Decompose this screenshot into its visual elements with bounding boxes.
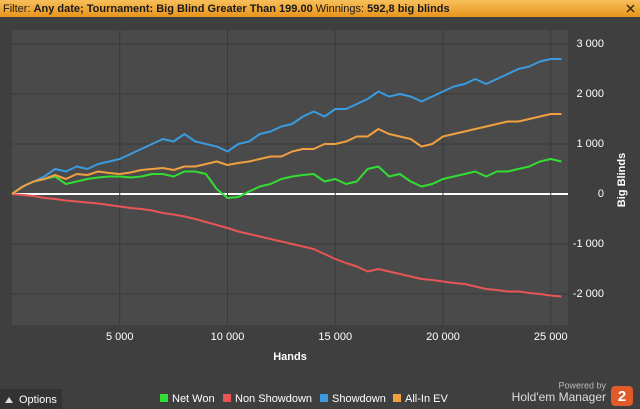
close-button[interactable]	[626, 4, 635, 13]
x-tick-label: 5 000	[106, 331, 134, 343]
filter-value: Any date; Tournament: Big Blind Greater …	[34, 3, 313, 15]
y-tick-label: 1 000	[576, 138, 604, 150]
x-axis-title: Hands	[273, 351, 307, 363]
legend-label: Non Showdown	[235, 393, 312, 405]
series-line	[11, 58, 562, 195]
legend-label: All-In EV	[405, 393, 448, 405]
x-tick-label: 25 000	[534, 331, 568, 343]
y-tick-label: -1 000	[573, 238, 604, 250]
y-tick-label: 0	[598, 188, 604, 200]
winnings-value: 592,8 big blinds	[367, 3, 450, 15]
legend-swatch	[320, 394, 328, 402]
y-tick-label: -2 000	[573, 288, 604, 300]
powered-by: Powered by	[558, 380, 606, 390]
options-arrow[interactable]	[5, 397, 13, 403]
brand: Hold'em Manager	[512, 390, 606, 404]
series-line	[11, 113, 562, 195]
filter-label: Filter:	[3, 3, 31, 15]
options-button-bg[interactable]	[0, 389, 62, 409]
x-tick-label: 20 000	[426, 331, 460, 343]
y-tick-label: 3 000	[576, 38, 604, 50]
legend: Net Won Non Showdown Showdown All-In EV	[160, 393, 448, 405]
x-tick-label: 10 000	[211, 331, 245, 343]
axis-labels: 3 000 2 000 1 000 0 -1 000 -2 000 5 000 10 000 1…	[106, 38, 604, 343]
legend-label: Showdown	[332, 393, 386, 405]
series-lines	[11, 58, 562, 298]
filter-text: Filter: Any date; Tournament: Big Blind …	[3, 3, 450, 15]
y-axis-title: Big Blinds	[616, 153, 628, 207]
filter-bar: Filter: Any date; Tournament: Big Blind …	[0, 0, 640, 17]
legend-swatch	[393, 394, 401, 402]
brand-logo	[611, 386, 633, 406]
filter-bar-bg	[0, 0, 640, 17]
legend-label: Net Won	[172, 393, 215, 405]
options-button[interactable]: Options	[19, 394, 57, 406]
x-tick-label: 15 000	[318, 331, 352, 343]
y-tick-label: 2 000	[576, 88, 604, 100]
legend-swatch	[160, 394, 168, 402]
series-line	[11, 193, 562, 298]
brand-logo-text: 2	[618, 388, 626, 405]
grid	[12, 30, 568, 325]
legend-swatch	[223, 394, 231, 402]
series-line	[11, 158, 562, 199]
winnings-label: Winnings:	[316, 3, 364, 15]
